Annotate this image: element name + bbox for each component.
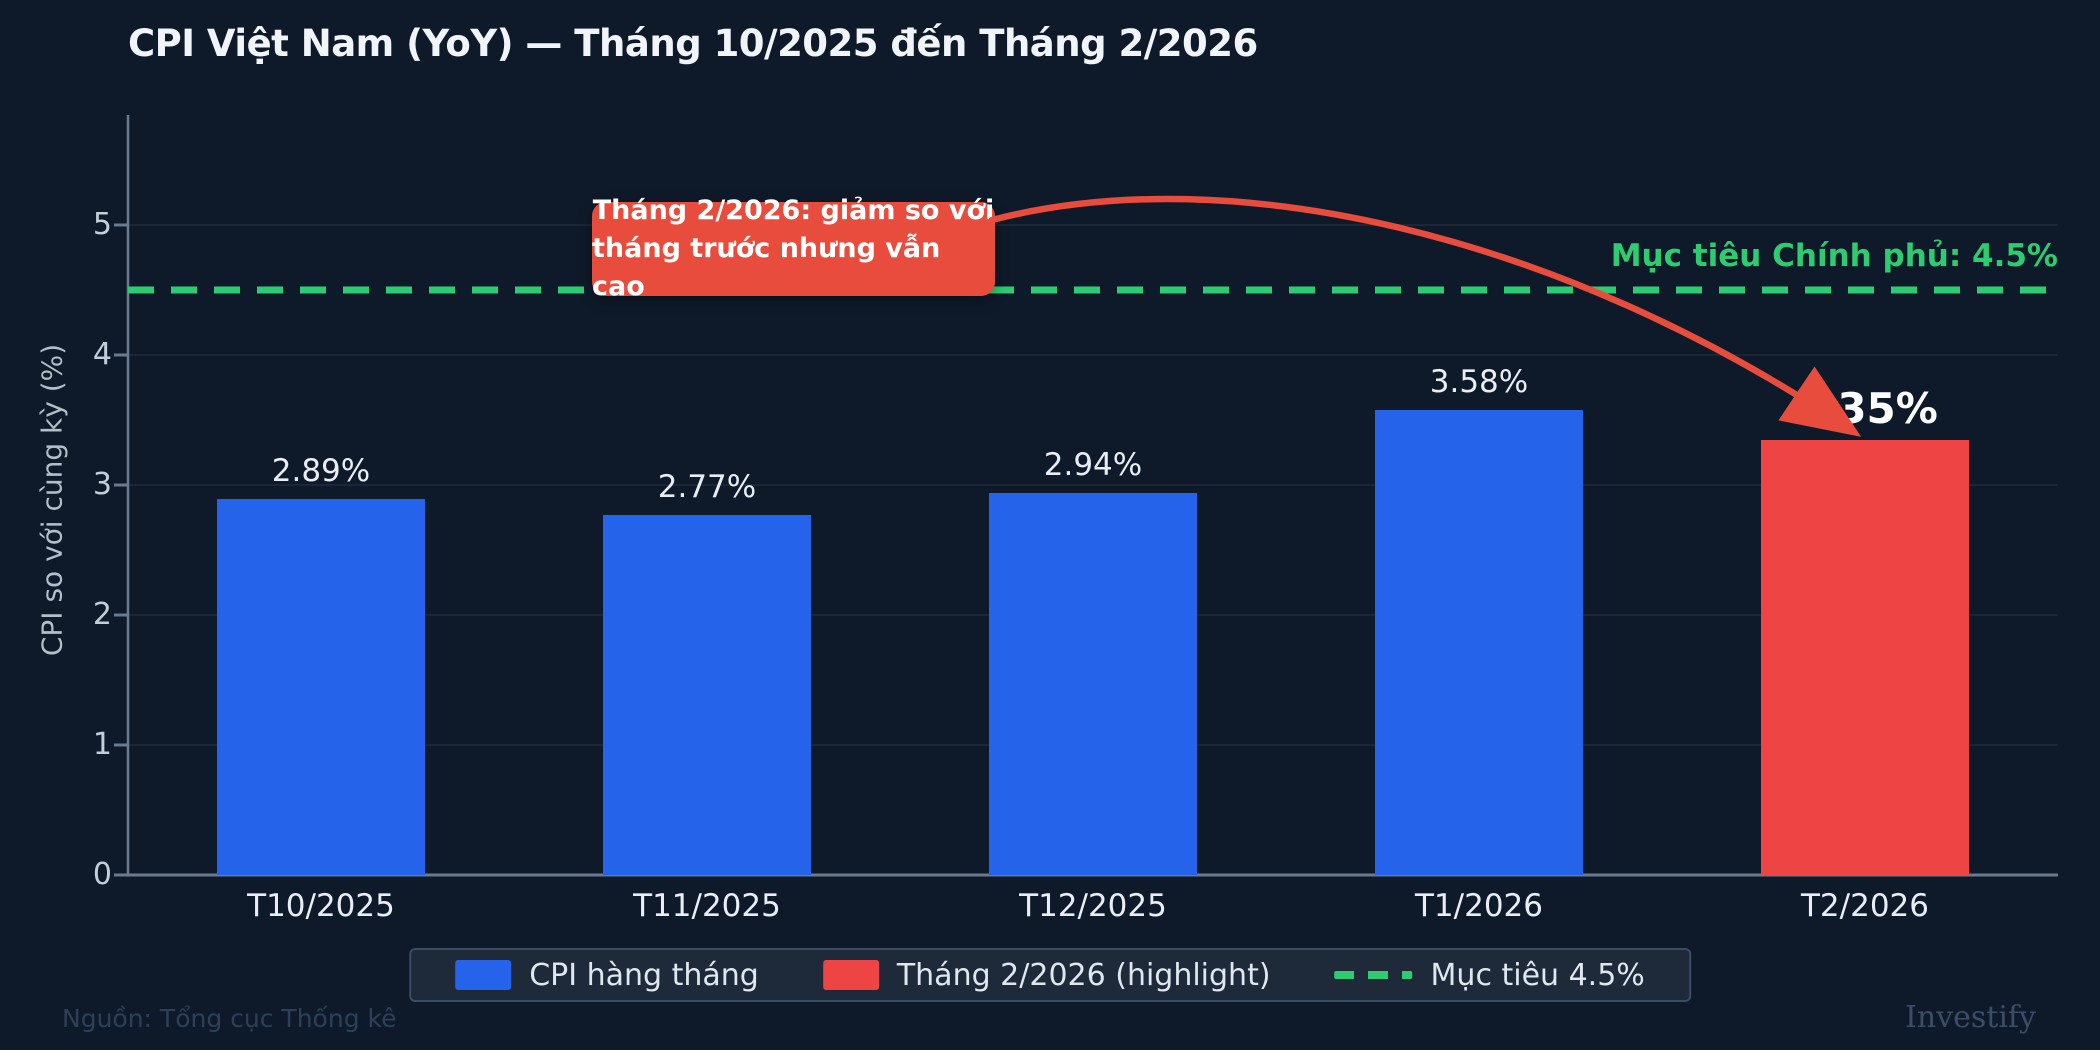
bar-t12-2025 [989, 492, 1197, 875]
y-tick-label-4: 4 [92, 337, 112, 372]
x-axis-label-t11-2025: T11/2025 [633, 888, 781, 924]
legend-item-highlight: Tháng 2/2026 (highlight) [822, 957, 1271, 993]
annotation-arrow [988, 195, 1862, 437]
source-credit: Nguồn: Tổng cục Thống kê [62, 1004, 397, 1033]
legend-label-target: Mục tiêu 4.5% [1430, 957, 1645, 993]
y-tick-label-2: 2 [92, 597, 112, 632]
bar-t11-2025 [603, 514, 811, 875]
legend-item-target: Mục tiêu 4.5% [1334, 957, 1645, 993]
bar-t2-2026-highlight [1761, 439, 1969, 875]
x-axis-label-t1-2026: T1/2026 [1415, 888, 1543, 924]
y-tick-label-5: 5 [92, 207, 112, 242]
legend-swatch-red [822, 960, 879, 990]
bar-t10-2025 [217, 499, 425, 875]
bar-t1-2026 [1375, 409, 1583, 875]
legend-item-cpi-monthly: CPI hàng tháng [455, 958, 759, 993]
bar-value-label-t12-2025: 2.94% [1043, 446, 1143, 483]
x-axis-label-t12-2025: T12/2025 [1019, 888, 1167, 924]
target-line-label: Mục tiêu Chính phủ: 4.5% [1610, 238, 2058, 274]
y-tick-label-0: 0 [92, 857, 112, 892]
y-tick-label-3: 3 [92, 467, 112, 502]
x-axis-label-t10-2025: T10/2025 [247, 888, 395, 924]
annotation-callout: Tháng 2/2026: giảm so với tháng trước nh… [592, 195, 995, 302]
legend: CPI hàng tháng Tháng 2/2026 (highlight) … [409, 948, 1691, 1002]
legend-swatch-dashed-green [1334, 971, 1413, 979]
bar-value-label-t10-2025: 2.89% [271, 453, 371, 490]
legend-label-cpi-monthly: CPI hàng tháng [529, 957, 759, 993]
x-axis-label-t2-2026: T2/2026 [1801, 888, 1929, 924]
brand-watermark: Investify [1905, 1000, 2036, 1035]
legend-label-highlight: Tháng 2/2026 (highlight) [896, 957, 1271, 993]
chart-title: CPI Việt Nam (YoY) — Tháng 10/2025 đến T… [128, 22, 1258, 65]
annotation-text-line2: tháng trước nhưng vẫn cao [592, 233, 941, 302]
bar-value-label-t1-2026: 3.58% [1429, 363, 1529, 400]
bar-value-label-t11-2025: 2.77% [657, 468, 757, 505]
legend-swatch-blue [455, 960, 512, 990]
y-tick-label-1: 1 [92, 727, 112, 762]
annotation-text-line1: Tháng 2/2026: giảm so với [592, 195, 995, 227]
